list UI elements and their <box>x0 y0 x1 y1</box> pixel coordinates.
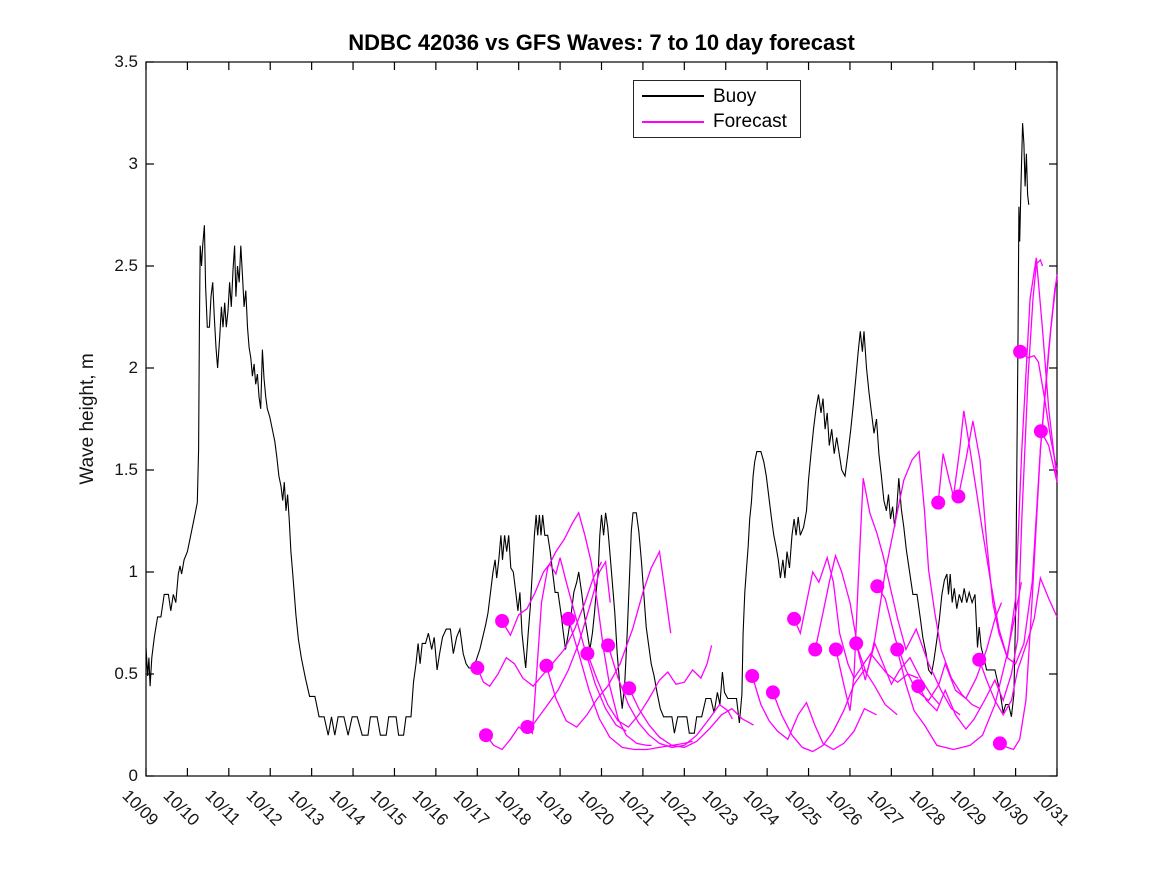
forecast-start-marker <box>539 658 554 673</box>
y-tick-label: 2 <box>128 358 138 377</box>
forecast-run-line <box>485 559 611 751</box>
forecast-run-line <box>1040 430 1058 483</box>
y-tick-label: 2.5 <box>114 256 138 275</box>
forecast-run-line <box>526 511 652 747</box>
buoy-line-swatch <box>642 95 704 98</box>
forecast-line-swatch <box>642 120 704 123</box>
forecast-run-line <box>628 688 754 749</box>
forecast-run-line <box>586 645 713 728</box>
legend-label-buoy: Buoy <box>713 85 757 107</box>
forecast-start-marker <box>911 679 926 694</box>
forecast-run-line <box>476 561 603 688</box>
forecast-start-marker <box>580 646 595 661</box>
forecast-start-marker <box>561 611 576 626</box>
forecast-run-line <box>917 258 1044 731</box>
y-tick-label: 3 <box>128 154 138 173</box>
legend-label-forecast: Forecast <box>713 111 787 133</box>
data-series <box>145 123 1058 753</box>
forecast-start-marker <box>495 614 510 628</box>
buoy-series-line <box>145 123 1030 736</box>
forecast-run-line <box>937 257 1058 658</box>
forecast-start-marker <box>870 579 885 594</box>
forecast-start-marker <box>765 685 780 700</box>
forecast-start-markers <box>470 344 1048 751</box>
y-tick-label: 0.5 <box>114 664 138 683</box>
forecast-start-marker <box>1033 424 1048 439</box>
legend-item-forecast: Forecast <box>642 109 792 134</box>
forecast-start-marker <box>479 728 493 743</box>
forecast-start-marker <box>931 495 946 510</box>
forecast-start-marker <box>1013 344 1028 359</box>
chart-title: NDBC 42036 vs GFS Waves: 7 to 10 day for… <box>348 30 855 55</box>
forecast-run-line <box>545 549 672 728</box>
forecast-run-line <box>751 675 877 751</box>
forecast-start-marker <box>828 642 843 657</box>
y-tick-label: 0 <box>128 766 138 785</box>
forecast-start-marker <box>972 652 987 667</box>
forecast-run-line <box>978 575 1058 717</box>
forecast-run-line <box>567 618 693 751</box>
forecast-run-line <box>772 668 898 753</box>
axis-frame <box>145 61 1058 777</box>
forecast-start-marker <box>890 642 905 657</box>
forecast-start-marker <box>787 611 802 626</box>
forecast-start-marker <box>808 642 823 657</box>
forecast-run-line <box>999 278 1058 751</box>
forecast-start-marker <box>601 638 616 653</box>
y-tick-label: 1.5 <box>114 460 138 479</box>
forecast-run-line <box>793 555 919 684</box>
forecast-run-line <box>607 645 733 749</box>
forecast-run-line <box>501 557 627 732</box>
forecast-run-line <box>835 478 961 716</box>
forecast-run-line <box>896 582 1023 751</box>
axis-box <box>145 61 1058 777</box>
forecast-start-marker <box>951 489 966 504</box>
y-tick-label: 3.5 <box>114 52 138 71</box>
forecast-start-marker <box>745 669 760 683</box>
forecast-start-marker <box>992 736 1007 751</box>
legend-item-buoy: Buoy <box>642 84 792 109</box>
forecast-start-marker <box>849 636 864 651</box>
forecast-start-marker <box>622 681 637 696</box>
forecast-start-marker <box>470 660 485 675</box>
y-tick-label: 1 <box>128 562 138 581</box>
forecast-start-marker <box>520 720 535 734</box>
legend: Buoy Forecast <box>633 80 801 138</box>
forecast-run-line <box>855 450 981 710</box>
forecast-run-line <box>1019 351 1058 471</box>
